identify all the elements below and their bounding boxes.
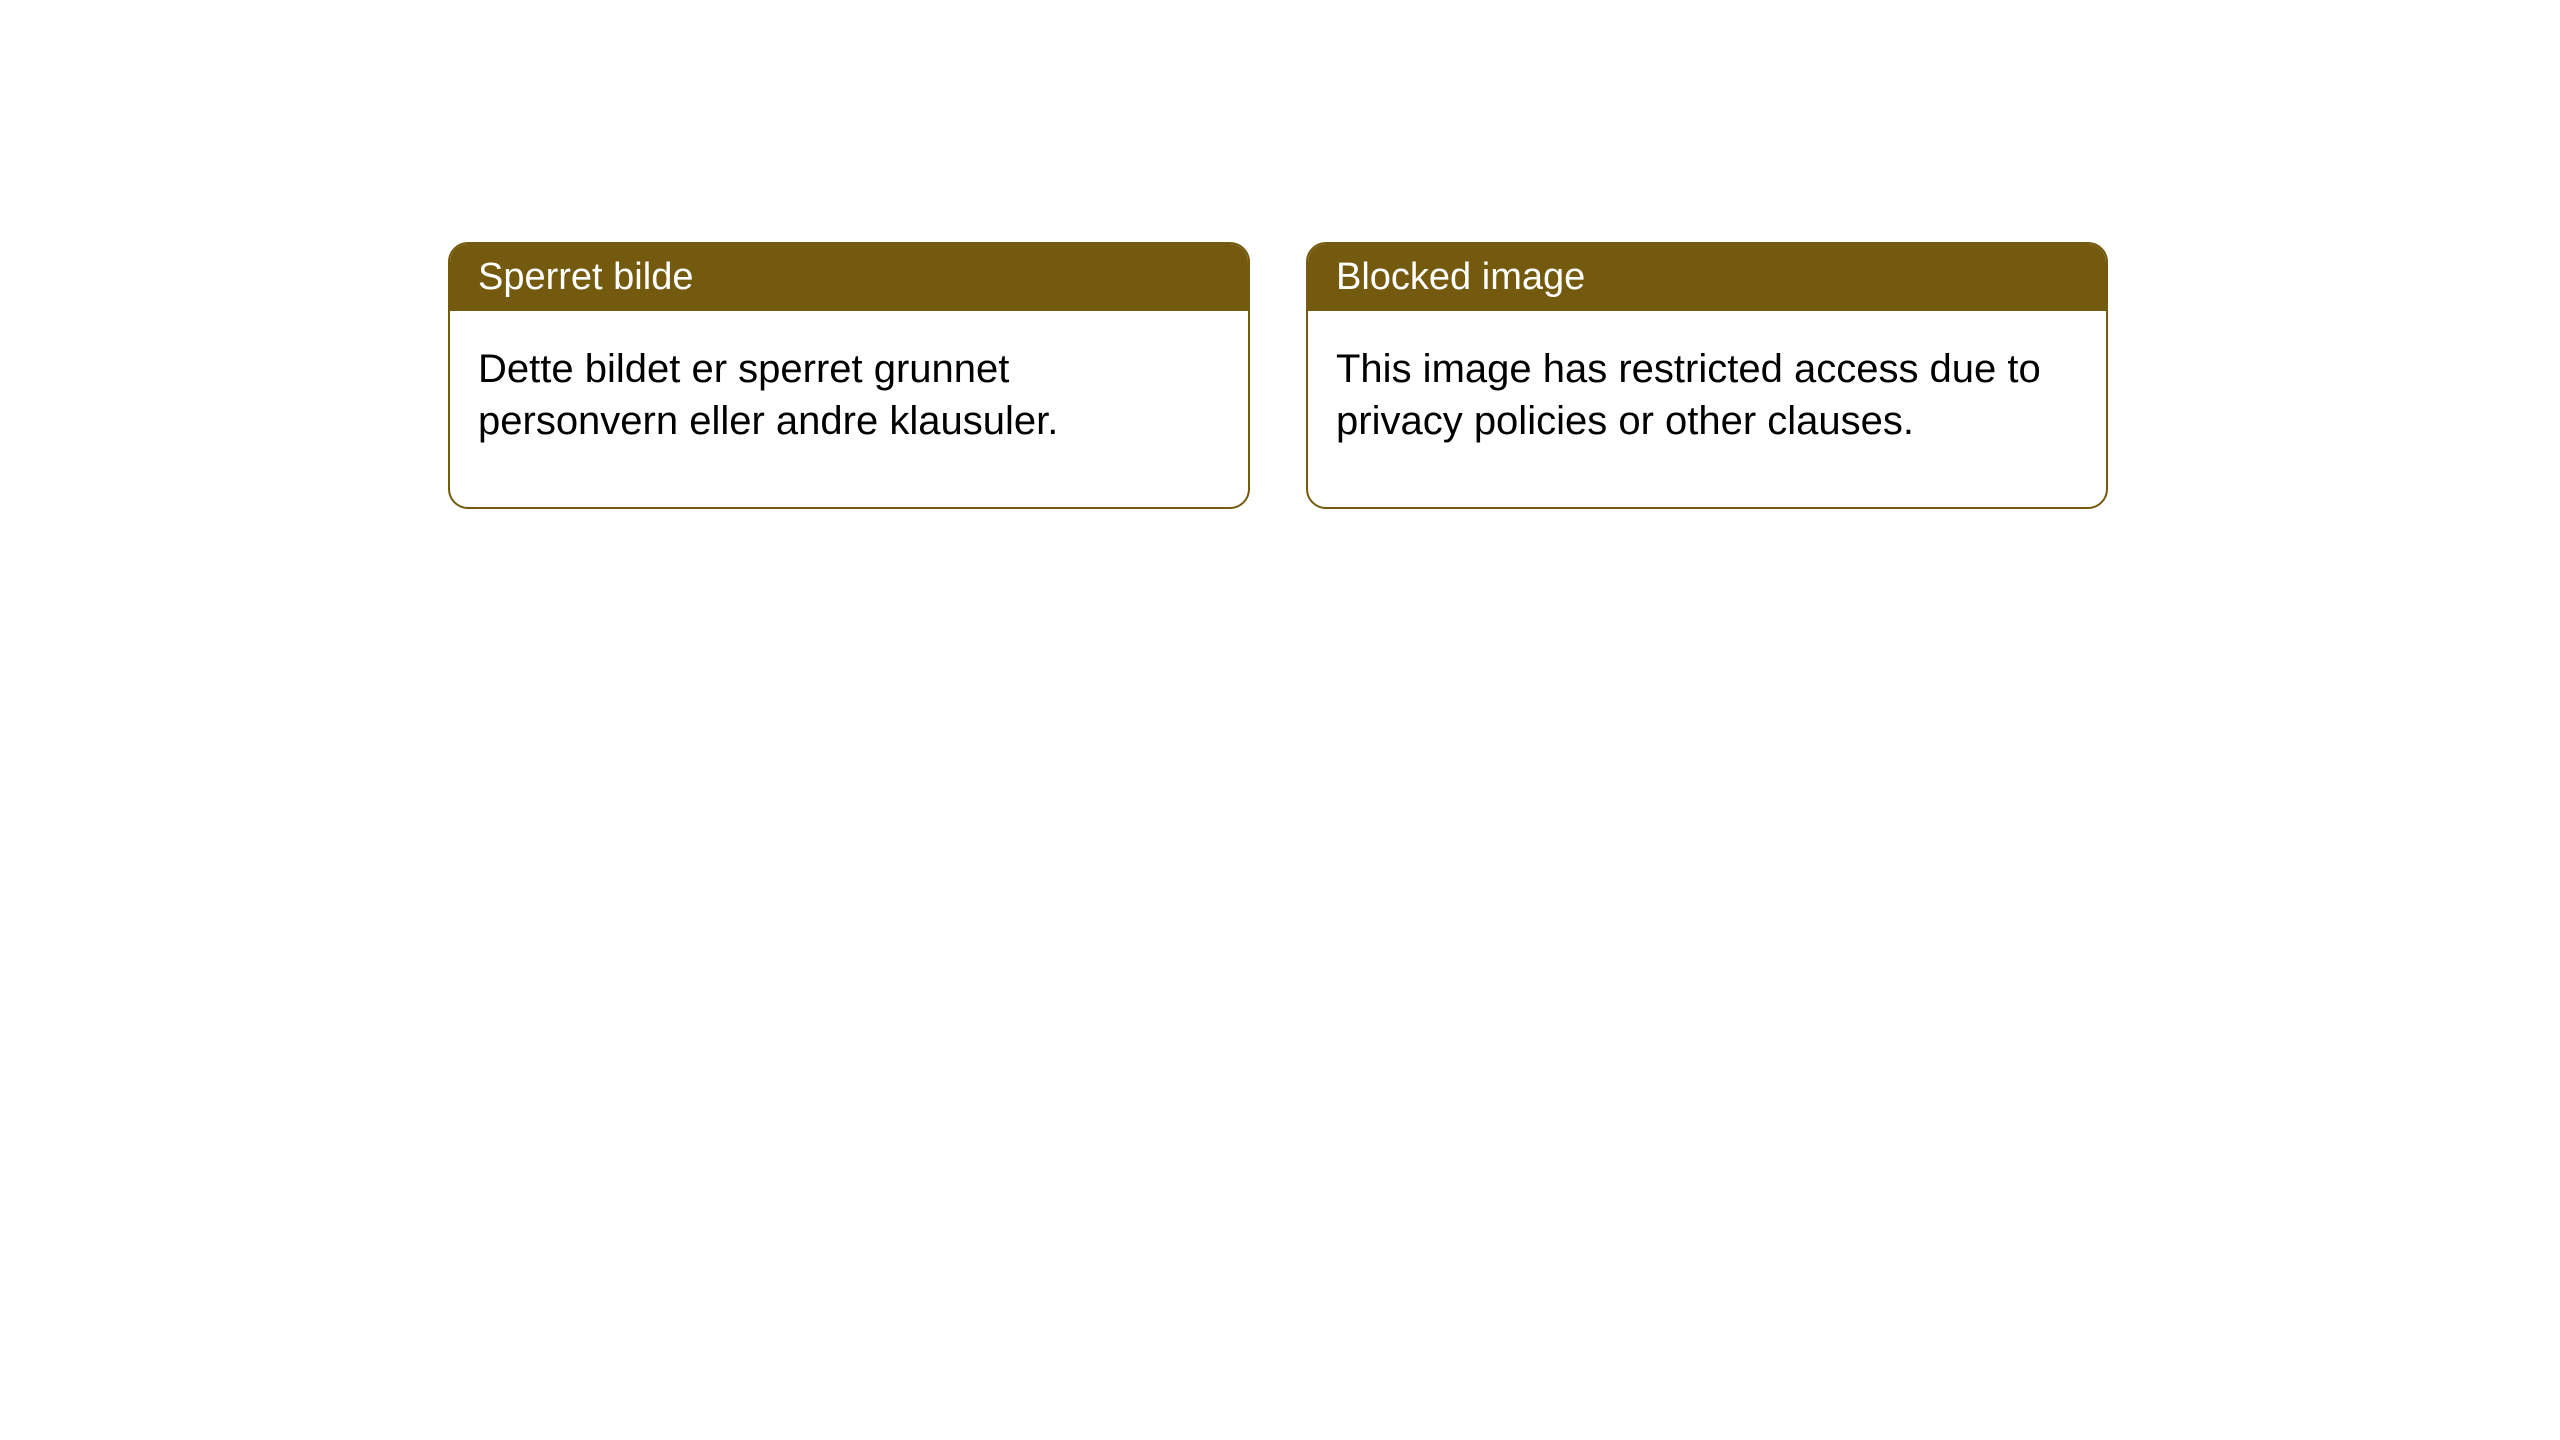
notice-header-english: Blocked image: [1308, 244, 2106, 311]
notice-header-norwegian: Sperret bilde: [450, 244, 1248, 311]
notice-box-english: Blocked image This image has restricted …: [1306, 242, 2108, 509]
notice-box-norwegian: Sperret bilde Dette bildet er sperret gr…: [448, 242, 1250, 509]
notice-body-norwegian: Dette bildet er sperret grunnet personve…: [450, 311, 1248, 507]
notice-body-english: This image has restricted access due to …: [1308, 311, 2106, 507]
notice-container: Sperret bilde Dette bildet er sperret gr…: [0, 0, 2560, 509]
